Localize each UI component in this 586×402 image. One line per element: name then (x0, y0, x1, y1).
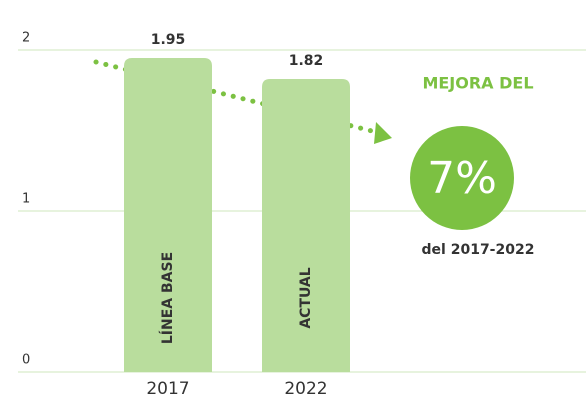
data-label: 1.82 (289, 53, 324, 69)
bar-label: LÍNEA BASE (159, 252, 176, 344)
y-tick-label: 1 (22, 192, 30, 207)
highlight-circle (410, 126, 514, 230)
y-tick-label: 2 (22, 31, 30, 46)
bar (124, 58, 212, 373)
trend-arrow (93, 59, 375, 134)
y-tick-label: 0 (22, 353, 30, 368)
x-tick-label: 2017 (146, 379, 189, 399)
x-tick-label: 2022 (284, 379, 327, 399)
annotation-highlight: 7% (427, 153, 497, 204)
bar (262, 78, 350, 372)
bar-label: ACTUAL (298, 267, 314, 328)
data-label: 1.95 (151, 32, 186, 48)
annotation-subtitle: del 2017-2022 (422, 242, 535, 258)
arrow-head (374, 122, 392, 144)
annotation-headline: MEJORA DEL (422, 74, 533, 93)
